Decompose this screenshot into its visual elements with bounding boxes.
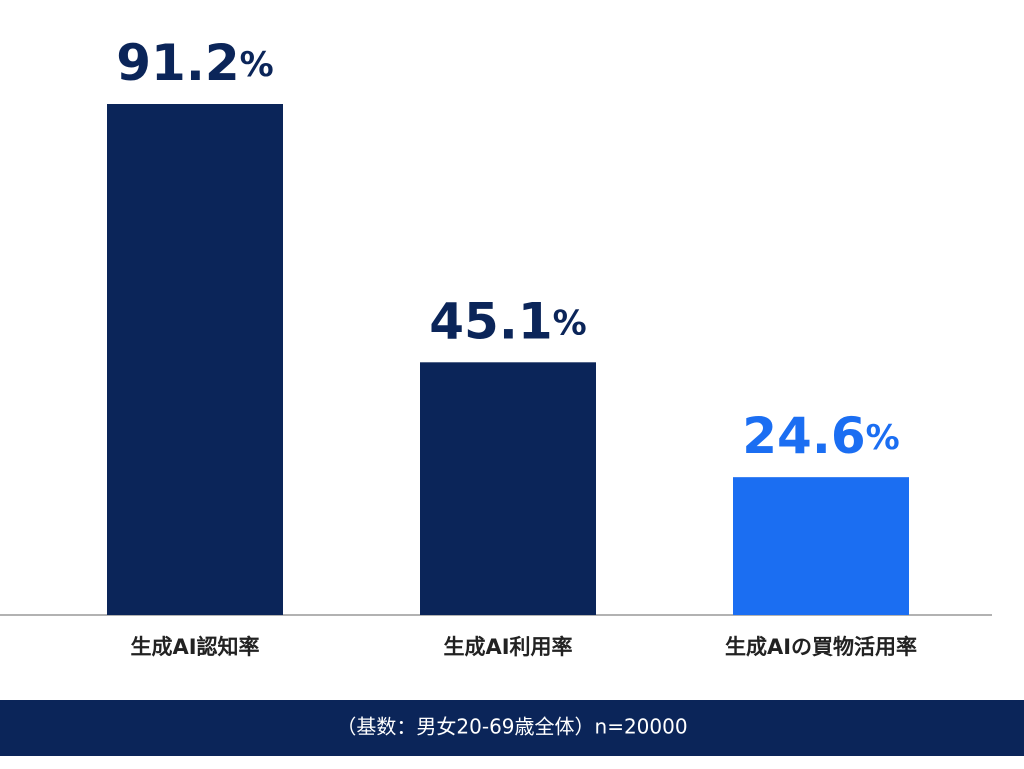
bar	[733, 477, 909, 615]
x-tick-label: 生成AI利用率	[443, 635, 572, 659]
x-tick-label: 生成AIの買物活用率	[725, 635, 917, 659]
value-label: 24.6%	[742, 407, 899, 465]
bar	[420, 362, 596, 615]
footer-band	[0, 700, 1024, 756]
value-label: 45.1%	[429, 292, 586, 350]
footnote: （基数：男女20-69歳全体）n=20000	[336, 715, 687, 739]
x-tick-label: 生成AI認知率	[130, 635, 259, 659]
bar	[107, 104, 283, 615]
value-label: 91.2%	[116, 34, 273, 92]
